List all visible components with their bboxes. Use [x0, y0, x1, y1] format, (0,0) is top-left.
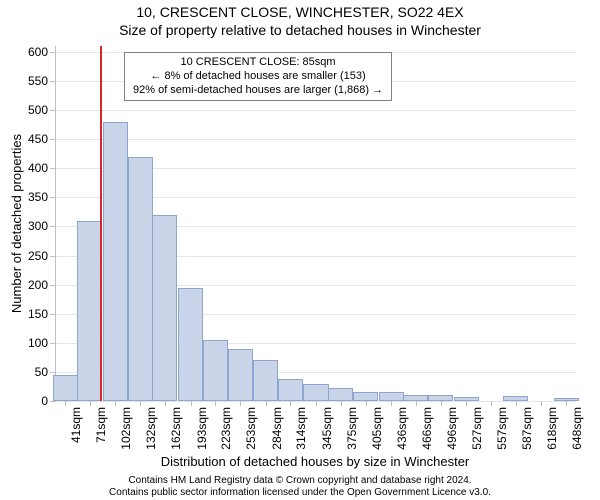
- x-tick: [115, 401, 116, 406]
- x-tick: [416, 401, 417, 406]
- y-tick-label: 250: [28, 249, 48, 263]
- footer-line1: Contains HM Land Registry data © Crown c…: [0, 475, 600, 487]
- y-tick: [50, 314, 56, 315]
- x-tick: [215, 401, 216, 406]
- x-tick: [391, 401, 392, 406]
- x-tick: [366, 401, 367, 406]
- x-tick: [290, 401, 291, 406]
- x-tick: [441, 401, 442, 406]
- x-tick-label: 102sqm: [119, 407, 133, 450]
- x-tick-label: 587sqm: [520, 407, 534, 450]
- histogram-bar: [253, 360, 278, 401]
- histogram-bar: [128, 157, 153, 401]
- histogram-bar: [77, 221, 102, 401]
- y-tick: [50, 372, 56, 373]
- histogram-bar: [103, 122, 128, 401]
- y-tick-label: 50: [35, 365, 48, 379]
- gridline: [56, 139, 576, 140]
- y-tick-label: 550: [28, 74, 48, 88]
- y-tick: [50, 401, 56, 402]
- x-tick: [165, 401, 166, 406]
- chart-title-line1: 10, CRESCENT CLOSE, WINCHESTER, SO22 4EX: [0, 4, 600, 20]
- x-tick-label: 71sqm: [94, 407, 108, 443]
- x-tick: [316, 401, 317, 406]
- x-tick-label: 345sqm: [320, 407, 334, 450]
- x-tick: [491, 401, 492, 406]
- annotation-line3: 92% of semi-detached houses are larger (…: [133, 84, 383, 98]
- x-tick-label: 223sqm: [219, 407, 233, 450]
- y-tick-label: 400: [28, 161, 48, 175]
- x-tick: [266, 401, 267, 406]
- x-tick: [140, 401, 141, 406]
- footer-line2: Contains public sector information licen…: [0, 487, 600, 499]
- x-tick: [191, 401, 192, 406]
- y-tick-label: 300: [28, 219, 48, 233]
- x-tick-label: 405sqm: [370, 407, 384, 450]
- x-tick-label: 284sqm: [270, 407, 284, 450]
- x-tick-label: 648sqm: [570, 407, 584, 450]
- annotation-line2: ← 8% of detached houses are smaller (153…: [133, 70, 383, 84]
- x-tick-label: 557sqm: [495, 407, 509, 450]
- x-tick-label: 527sqm: [470, 407, 484, 450]
- y-tick: [50, 343, 56, 344]
- chart-title-line2: Size of property relative to detached ho…: [0, 22, 600, 38]
- histogram-bar: [152, 215, 177, 401]
- histogram-bar: [328, 388, 353, 401]
- x-axis-label: Distribution of detached houses by size …: [55, 454, 575, 469]
- reference-line: [100, 46, 102, 401]
- y-tick: [50, 81, 56, 82]
- y-tick: [50, 52, 56, 53]
- x-tick-label: 314sqm: [294, 407, 308, 450]
- x-tick: [566, 401, 567, 406]
- annotation-box: 10 CRESCENT CLOSE: 85sqm ← 8% of detache…: [124, 52, 392, 101]
- y-tick: [50, 168, 56, 169]
- y-axis-label: Number of detached properties: [10, 46, 24, 401]
- histogram-bar: [379, 392, 404, 401]
- y-tick: [50, 285, 56, 286]
- y-tick-label: 0: [41, 394, 48, 408]
- histogram-bar: [203, 340, 228, 401]
- x-tick-label: 618sqm: [545, 407, 559, 450]
- x-tick-label: 41sqm: [69, 407, 83, 443]
- y-tick-label: 350: [28, 190, 48, 204]
- histogram-bar: [353, 392, 378, 401]
- y-tick-label: 600: [28, 45, 48, 59]
- x-tick: [90, 401, 91, 406]
- x-tick-label: 436sqm: [395, 407, 409, 450]
- y-tick: [50, 256, 56, 257]
- x-tick-label: 375sqm: [345, 407, 359, 450]
- x-tick: [466, 401, 467, 406]
- y-tick-label: 500: [28, 103, 48, 117]
- histogram-bar: [53, 375, 78, 401]
- histogram-bar: [278, 379, 303, 401]
- x-tick: [65, 401, 66, 406]
- chart-root: 10, CRESCENT CLOSE, WINCHESTER, SO22 4EX…: [0, 0, 600, 500]
- histogram-bar: [178, 288, 203, 401]
- x-tick-label: 496sqm: [445, 407, 459, 450]
- histogram-bar: [228, 349, 253, 401]
- x-tick: [516, 401, 517, 406]
- x-tick-label: 132sqm: [144, 407, 158, 450]
- y-tick-label: 450: [28, 132, 48, 146]
- x-tick: [541, 401, 542, 406]
- x-tick-label: 193sqm: [195, 407, 209, 450]
- footer-attribution: Contains HM Land Registry data © Crown c…: [0, 475, 600, 498]
- y-tick-label: 100: [28, 336, 48, 350]
- y-tick-label: 200: [28, 278, 48, 292]
- gridline: [56, 110, 576, 111]
- x-tick: [240, 401, 241, 406]
- x-tick-label: 162sqm: [169, 407, 183, 450]
- y-tick: [50, 226, 56, 227]
- y-tick: [50, 110, 56, 111]
- annotation-line1: 10 CRESCENT CLOSE: 85sqm: [133, 56, 383, 70]
- x-tick: [341, 401, 342, 406]
- histogram-bar: [303, 384, 328, 401]
- plot-area: 05010015020025030035040045050055060041sq…: [55, 46, 576, 402]
- y-tick-label: 150: [28, 307, 48, 321]
- y-tick: [50, 197, 56, 198]
- x-tick-label: 253sqm: [244, 407, 258, 450]
- x-tick-label: 466sqm: [420, 407, 434, 450]
- y-tick: [50, 139, 56, 140]
